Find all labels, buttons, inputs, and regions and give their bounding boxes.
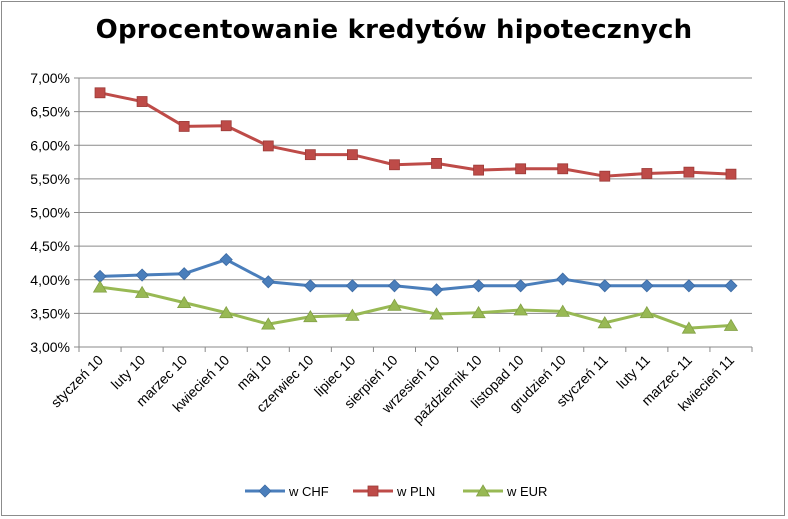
data-point-w-pln: [515, 163, 527, 175]
data-point-w-pln: [641, 168, 653, 179]
data-point-w-pln: [262, 140, 274, 152]
legend-marker-w-pln: [367, 485, 379, 497]
data-point-w-chf: [429, 283, 444, 297]
data-point-w-pln: [178, 121, 190, 132]
data-point-w-chf: [177, 267, 191, 281]
legend-item-w-pln: w PLN: [353, 484, 435, 499]
data-point-w-chf: [682, 279, 696, 293]
legend-label-w-chf: w CHF: [288, 484, 329, 499]
legend-label-w-eur: w EUR: [506, 484, 547, 499]
y-tick-label: 3,00%: [30, 339, 70, 355]
y-tick-label: 6,50%: [30, 104, 70, 120]
legend-label-w-pln: w PLN: [396, 484, 435, 499]
series-w-pln: [94, 87, 737, 182]
grid-lines: [79, 77, 752, 314]
data-point-w-eur: [134, 285, 150, 298]
data-point-w-eur: [639, 305, 655, 319]
chart-title: Oprocentowanie kredytów hipotecznych: [95, 15, 693, 45]
data-point-w-pln: [599, 170, 611, 182]
y-tick-label: 3,50%: [30, 305, 70, 321]
y-tick-label: 5,00%: [30, 205, 70, 221]
legend-marker-w-eur: [475, 484, 491, 497]
series: [92, 87, 739, 334]
series-line-w-eur: [99, 285, 732, 330]
data-point-w-pln: [94, 87, 106, 99]
data-point-w-eur: [597, 316, 612, 329]
data-point-w-eur: [681, 321, 697, 334]
data-point-w-eur: [176, 295, 192, 309]
data-point-w-pln: [683, 166, 695, 178]
data-point-w-eur: [513, 303, 528, 316]
data-point-w-eur: [723, 318, 739, 331]
y-axis-ticks: 3,00% 3,50% 4,00% 4,50% 5,00% 5,50% 6,00% 6,50%…: [30, 70, 70, 355]
legend-item-w-chf: w CHF: [245, 484, 329, 499]
data-point-w-chf: [219, 253, 233, 267]
series-w-eur: [92, 280, 739, 334]
data-point-w-pln: [304, 149, 316, 161]
x-tick-label: maj 10: [233, 352, 274, 393]
data-point-w-chf: [514, 279, 528, 293]
data-point-w-eur: [219, 305, 234, 319]
data-point-w-chf: [261, 275, 275, 289]
data-point-w-eur: [261, 317, 276, 330]
x-tick-label: luty 10: [108, 352, 149, 393]
data-point-w-chf: [387, 279, 402, 293]
data-point-w-eur: [387, 298, 402, 311]
legend-marker-w-chf: [258, 484, 272, 498]
y-tick-label: 4,50%: [30, 238, 70, 254]
y-tick-label: 4,00%: [30, 272, 70, 288]
data-point-w-eur: [92, 280, 108, 293]
data-point-w-pln: [725, 168, 737, 180]
series-line-w-chf: [99, 258, 731, 292]
data-point-w-chf: [135, 268, 149, 282]
data-point-w-pln: [431, 158, 442, 169]
data-point-w-pln: [347, 149, 358, 161]
y-tick-label: 5,50%: [30, 171, 70, 187]
data-point-w-eur: [345, 308, 360, 321]
axes: [74, 77, 753, 352]
legend: w CHF w PLN w EUR: [245, 484, 547, 499]
data-point-w-eur: [429, 307, 444, 320]
data-point-w-chf: [598, 279, 612, 293]
data-point-w-chf: [345, 279, 359, 293]
data-point-w-chf: [303, 279, 317, 293]
data-point-w-pln: [136, 96, 148, 107]
y-tick-label: 7,00%: [30, 70, 70, 86]
data-point-w-pln: [389, 159, 400, 171]
data-point-w-chf: [472, 279, 486, 293]
y-tick-label: 6,00%: [30, 137, 70, 153]
legend-item-w-eur: w EUR: [463, 484, 547, 499]
x-tick-label: luty 11: [613, 352, 653, 392]
data-point-w-eur: [555, 304, 570, 317]
data-point-w-chf: [640, 279, 654, 293]
data-point-w-pln: [557, 163, 569, 175]
data-point-w-eur: [471, 305, 486, 319]
data-point-w-pln: [473, 164, 484, 176]
data-point-w-chf: [724, 279, 738, 293]
data-point-w-pln: [220, 120, 232, 132]
x-tick-label: styczeń 10: [48, 352, 107, 411]
data-point-w-eur: [303, 309, 318, 323]
series-w-chf: [93, 253, 738, 297]
series-line-w-pln: [99, 91, 732, 178]
data-point-w-chf: [556, 272, 570, 286]
